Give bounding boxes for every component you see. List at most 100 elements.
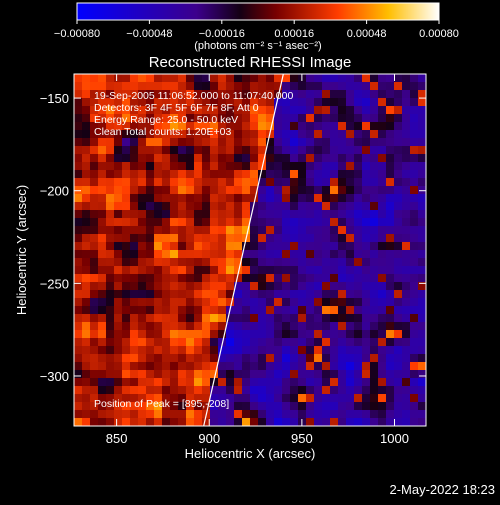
heatmap-cell — [282, 322, 291, 331]
heatmap-cell — [130, 394, 139, 403]
heatmap-cell — [194, 202, 203, 211]
heatmap-cell — [194, 194, 203, 203]
heatmap-cell — [386, 146, 395, 155]
heatmap-cell — [218, 266, 227, 275]
heatmap-cell — [410, 90, 419, 99]
heatmap-cell — [418, 138, 427, 147]
heatmap-cell — [298, 338, 307, 347]
heatmap-cell — [138, 410, 147, 419]
heatmap-cell — [98, 146, 107, 155]
heatmap-cell — [290, 154, 299, 163]
heatmap-cell — [234, 378, 243, 387]
heatmap-cell — [154, 146, 163, 155]
heatmap-cell — [258, 90, 267, 99]
heatmap-cell — [418, 194, 427, 203]
heatmap-cell — [138, 114, 147, 123]
heatmap-cell — [386, 210, 395, 219]
heatmap-cell — [202, 354, 211, 363]
y-axis-label: Heliocentric Y (arcsec) — [14, 185, 29, 315]
heatmap-cell — [178, 266, 187, 275]
heatmap-cell — [338, 130, 347, 139]
heatmap-cell — [186, 322, 195, 331]
heatmap-cell — [274, 410, 283, 419]
heatmap-cell — [322, 162, 331, 171]
heatmap-cell — [330, 186, 339, 195]
heatmap-cell — [170, 290, 179, 299]
heatmap-cell — [338, 74, 347, 83]
heatmap-cell — [234, 394, 243, 403]
heatmap-cell — [410, 122, 419, 131]
heatmap-cell — [378, 194, 387, 203]
heatmap-cell — [226, 106, 235, 115]
heatmap-cell — [418, 154, 427, 163]
heatmap-cell — [242, 242, 251, 251]
heatmap-cell — [114, 266, 123, 275]
heatmap-cell — [242, 138, 251, 147]
heatmap-cell — [410, 402, 419, 411]
heatmap-cell — [330, 298, 339, 307]
colorbar-tick-label: 0.00016 — [274, 28, 314, 40]
heatmap-cell — [346, 306, 355, 315]
heatmap-cell — [218, 242, 227, 251]
heatmap-cell — [346, 386, 355, 395]
heatmap-cell — [346, 162, 355, 171]
heatmap-cell — [98, 258, 107, 267]
heatmap-cell — [274, 386, 283, 395]
heatmap-cell — [330, 218, 339, 227]
heatmap-cell — [418, 266, 427, 275]
heatmap-cell — [258, 194, 267, 203]
heatmap-cell — [74, 226, 83, 235]
heatmap-cell — [114, 346, 123, 355]
heatmap-cell — [314, 418, 323, 427]
heatmap-cell — [394, 386, 403, 395]
heatmap-cell — [82, 410, 91, 419]
heatmap-cell — [402, 114, 411, 123]
heatmap-cell — [74, 234, 83, 243]
heatmap-cell — [74, 122, 83, 131]
heatmap-cell — [226, 290, 235, 299]
heatmap-cell — [378, 330, 387, 339]
heatmap-cell — [306, 266, 315, 275]
heatmap-cell — [314, 218, 323, 227]
heatmap-cell — [394, 322, 403, 331]
heatmap-cell — [402, 298, 411, 307]
heatmap-cell — [266, 74, 275, 83]
heatmap-cell — [322, 210, 331, 219]
heatmap-cell — [74, 210, 83, 219]
heatmap-cell — [362, 322, 371, 331]
heatmap-cell — [290, 98, 299, 107]
heatmap-cell — [82, 138, 91, 147]
heatmap-cell — [354, 170, 363, 179]
heatmap-cell — [322, 362, 331, 371]
heatmap-cell — [290, 298, 299, 307]
heatmap-cell — [90, 106, 99, 115]
heatmap-cell — [290, 242, 299, 251]
heatmap-cell — [362, 346, 371, 355]
heatmap-cell — [362, 418, 371, 427]
heatmap-cell — [170, 370, 179, 379]
heatmap-cell — [402, 234, 411, 243]
heatmap-cell — [170, 138, 179, 147]
heatmap-cell — [378, 106, 387, 115]
heatmap-cell — [282, 418, 291, 427]
heatmap-cell — [226, 410, 235, 419]
heatmap-cell — [250, 402, 259, 411]
heatmap-cell — [218, 90, 227, 99]
heatmap-cell — [90, 346, 99, 355]
heatmap-cell — [242, 378, 251, 387]
heatmap-cell — [162, 338, 171, 347]
heatmap-cell — [306, 170, 315, 179]
heatmap-cell — [242, 226, 251, 235]
heatmap-cell — [242, 74, 251, 83]
heatmap-cell — [98, 250, 107, 259]
heatmap-cell — [194, 162, 203, 171]
heatmap-cell — [146, 114, 155, 123]
heatmap-cell — [410, 354, 419, 363]
heatmap-cell — [266, 386, 275, 395]
heatmap-cell — [362, 410, 371, 419]
heatmap-cell — [202, 378, 211, 387]
heatmap-cell — [234, 162, 243, 171]
heatmap-cell — [210, 218, 219, 227]
heatmap-cell — [146, 250, 155, 259]
heatmap-cell — [82, 242, 91, 251]
